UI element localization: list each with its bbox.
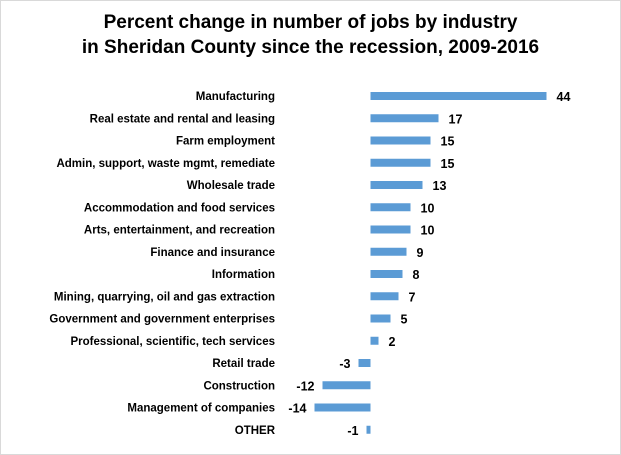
category-label: Professional, scientific, tech services: [70, 336, 275, 348]
bar: [370, 314, 391, 323]
data-label: 7: [409, 290, 416, 304]
chart-title-line-2: in Sheridan County since the recession, …: [81, 37, 540, 58]
bar: [370, 158, 431, 167]
category-label: OTHER: [235, 425, 276, 437]
data-label: -14: [288, 402, 306, 416]
category-label: Finance and insurance: [150, 247, 275, 259]
data-label: 15: [441, 135, 455, 149]
data-label: -3: [339, 357, 350, 371]
bar: [366, 425, 371, 434]
bar: [370, 181, 423, 189]
bar: [370, 114, 439, 123]
category-label: Farm employment: [176, 136, 275, 148]
data-label: -12: [296, 379, 314, 393]
chart-title-line-1: Percent change in number of jobs by indu…: [103, 12, 518, 33]
data-label: -1: [347, 424, 358, 438]
category-label: Manufacturing: [196, 91, 275, 103]
bar: [370, 225, 411, 234]
bar: [322, 381, 371, 390]
category-label: Information: [212, 269, 275, 281]
category-label: Real estate and rental and leasing: [90, 113, 275, 125]
bar: [370, 92, 547, 100]
bar: [370, 136, 431, 145]
category-labels: Manufacturing Real estate and rental and …: [49, 91, 275, 437]
data-label: 13: [433, 179, 447, 193]
category-label: Accommodation and food services: [84, 202, 275, 214]
bar: [370, 292, 399, 301]
category-label: Retail trade: [212, 358, 275, 370]
bars: [314, 92, 547, 434]
bar: [370, 203, 411, 212]
data-label: 17: [449, 112, 463, 126]
data-labels: 44 17 15 15 13 10 10 9 8 752 -3 -12 -14 -1: [288, 90, 570, 438]
data-label: 10: [421, 224, 435, 238]
bar: [358, 359, 371, 367]
category-label: Construction: [203, 380, 275, 392]
data-label: 15: [441, 157, 455, 171]
category-label: Wholesale trade: [187, 180, 275, 192]
category-label: Management of companies: [127, 403, 275, 415]
data-label: 5: [401, 313, 408, 327]
bar: [370, 247, 407, 256]
data-label: 10: [421, 201, 435, 215]
data-label: 8: [413, 268, 420, 282]
bar: [314, 403, 371, 412]
category-label: Government and government enterprises: [49, 314, 275, 326]
category-label: Arts, entertainment, and recreation: [84, 225, 275, 237]
chart-title: Percent change in number of jobs by indu…: [0, 10, 621, 60]
category-label: Admin, support, waste mgmt, remediate: [56, 158, 275, 170]
data-label: 44: [557, 90, 571, 104]
bar: [370, 270, 403, 278]
category-label: Mining, quarrying, oil and gas extractio…: [54, 291, 275, 303]
bar: [370, 336, 379, 345]
data-label: 2: [389, 335, 396, 349]
data-label: 9: [417, 246, 424, 260]
